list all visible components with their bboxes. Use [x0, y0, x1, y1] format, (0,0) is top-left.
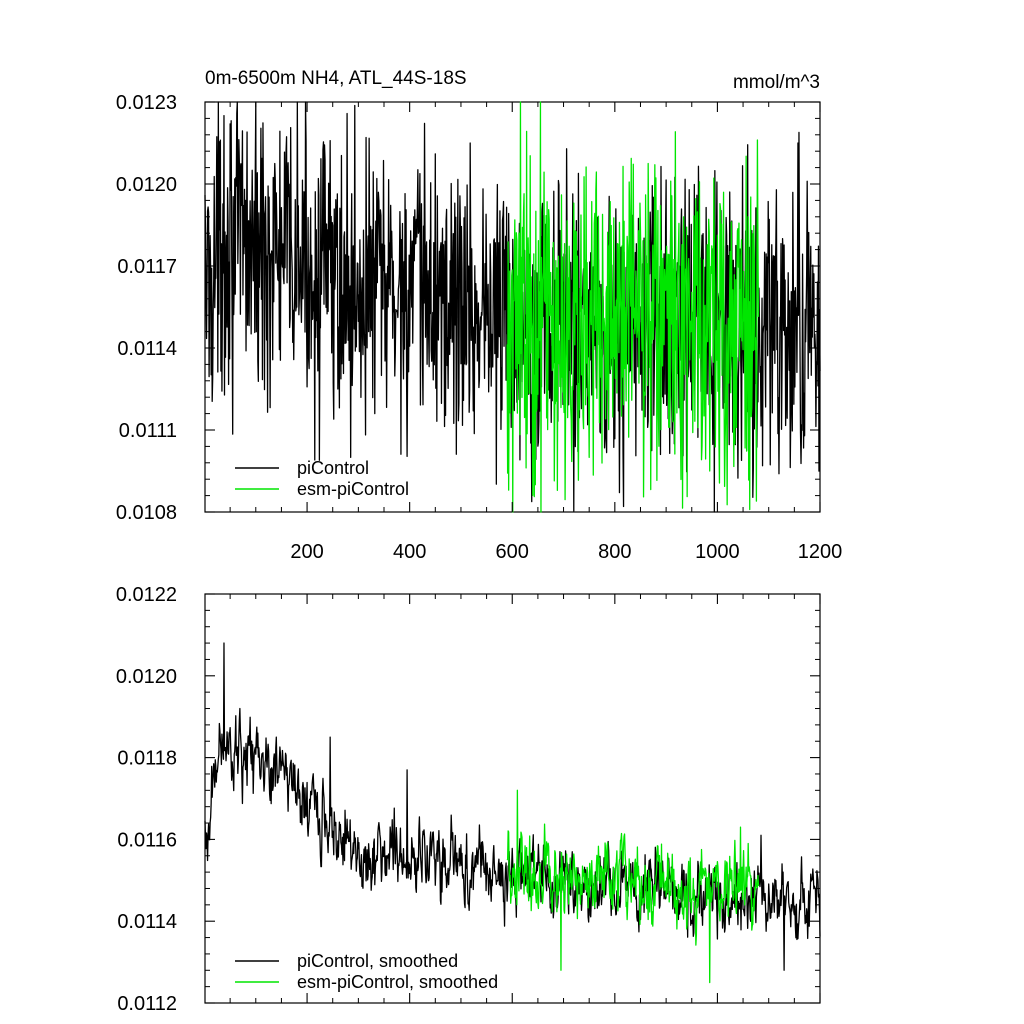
y-tick-label: 0.0112 [117, 993, 177, 1015]
y-tick-label: 0.0114 [117, 911, 177, 933]
x-tick-label: 1000 [695, 541, 740, 563]
y-tick-label: 0.0117 [117, 256, 177, 278]
x-tick-label: 1200 [798, 541, 843, 563]
y-tick-label: 0.0114 [117, 338, 177, 360]
x-tick-label: 400 [393, 541, 426, 563]
y-tick-label: 0.0111 [119, 420, 177, 442]
y-tick-label: 0.0108 [116, 502, 177, 524]
legend-label: piControl, smoothed [297, 951, 458, 971]
series-line-picontrol-smoothed [204, 642, 821, 971]
y-tick-label: 0.0118 [117, 748, 177, 770]
top-panel: 0m-6500m NH4, ATL_44S-18S mmol/m^3 0.010… [116, 68, 842, 563]
top-panel-units: mmol/m^3 [733, 72, 820, 93]
x-tick-label: 800 [598, 541, 631, 563]
legend-label: piControl [297, 458, 369, 478]
y-tick-label: 0.0122 [116, 584, 177, 606]
y-tick-label: 0.0120 [116, 174, 177, 196]
legend-label: esm-piControl, smoothed [297, 972, 498, 992]
y-tick-label: 0.0116 [117, 829, 177, 851]
series-line-esm-picontrol [506, 101, 760, 513]
legend-label: esm-piControl [297, 479, 409, 499]
top-panel-title: 0m-6500m NH4, ATL_44S-18S [205, 68, 467, 89]
bottom-panel: 0.0112 0.0114 0.0116 0.0118 0.0120 0.0122 piCo… [116, 584, 821, 1015]
x-tick-label: 200 [290, 541, 323, 563]
y-tick-label: 0.0123 [116, 92, 177, 114]
series-line-esm-picontrol-smoothed [506, 789, 760, 984]
x-tick-label: 600 [496, 541, 529, 563]
y-tick-label: 0.0120 [116, 666, 177, 688]
